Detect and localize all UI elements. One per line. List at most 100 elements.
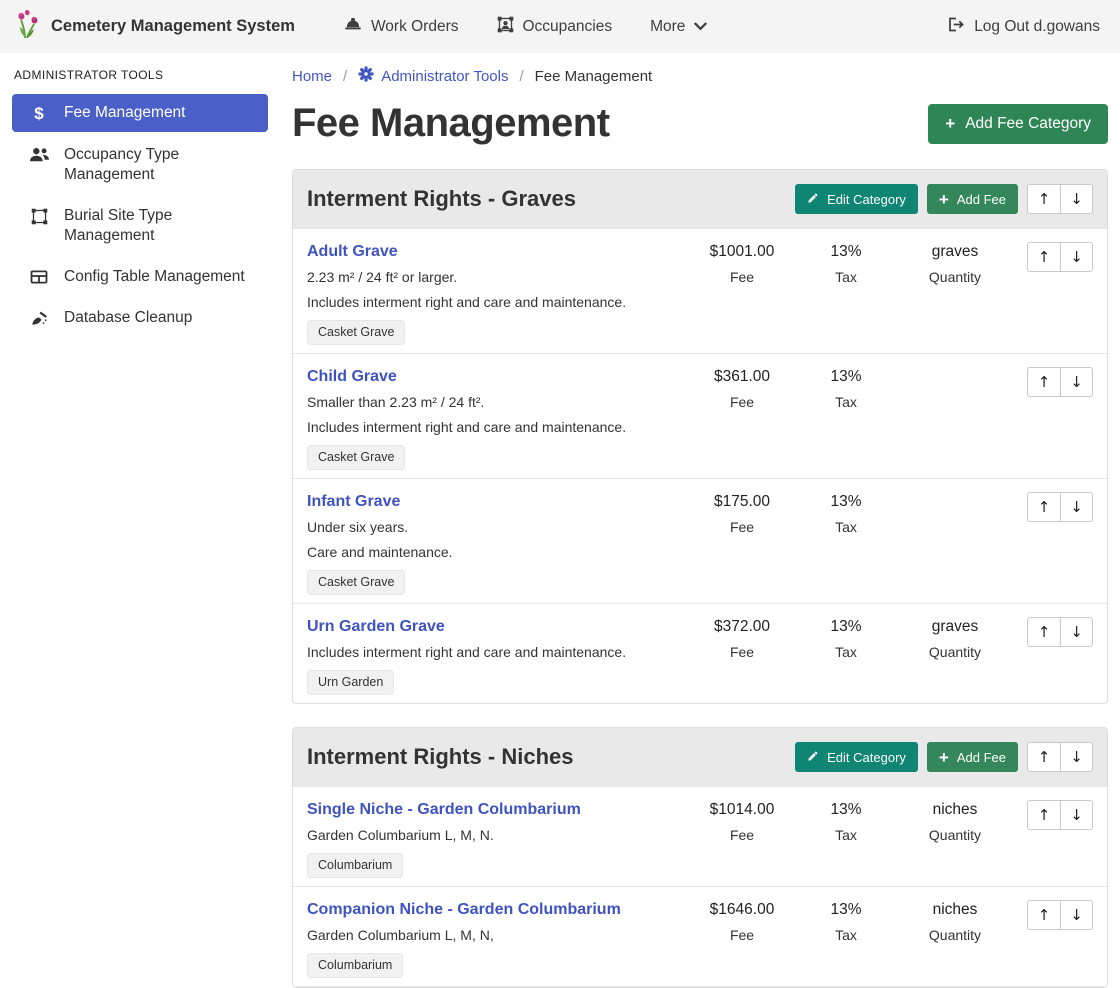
arrow-down-icon: ↓ <box>1070 373 1083 391</box>
add-fee-label: Add Fee <box>956 191 1006 207</box>
move-fee-down-button[interactable]: ↓ <box>1060 900 1093 930</box>
fee-name-link[interactable]: Single Niche - Garden Columbarium <box>307 801 581 818</box>
fee-name-link[interactable]: Child Grave <box>307 368 397 385</box>
arrow-up-icon: ↑ <box>1037 248 1051 266</box>
sidebar-item-label: Burial Site Type Management <box>64 207 173 244</box>
fee-tax-label: Tax <box>835 519 857 535</box>
move-fee-up-button[interactable]: ↑ <box>1027 242 1060 272</box>
edit-category-button[interactable]: Edit Category <box>795 184 918 214</box>
fee-info: Single Niche - Garden Columbarium Garden… <box>307 800 687 878</box>
nav-more-dropdown[interactable]: More <box>650 18 708 36</box>
fee-info: Adult Grave 2.23 m² / 24 ft² or larger. … <box>307 242 687 345</box>
breadcrumb-admin-tools-label: Administrator Tools <box>381 67 509 85</box>
arrow-down-icon: ↓ <box>1070 748 1083 766</box>
fee-info: Companion Niche - Garden Columbarium Gar… <box>307 900 687 978</box>
category-title: Interment Rights - Niches <box>307 744 574 769</box>
fee-amount: $372.00 <box>713 618 771 635</box>
move-fee-up-button[interactable]: ↑ <box>1027 900 1060 930</box>
fee-info: Child Grave Smaller than 2.23 m² / 24 ft… <box>307 367 687 470</box>
move-category-up-button[interactable]: ↑ <box>1027 742 1060 772</box>
page-title: Fee Management <box>292 101 610 145</box>
category-reorder-group: ↑ ↓ <box>1027 742 1093 772</box>
gear-icon <box>358 66 374 86</box>
fee-name-link[interactable]: Urn Garden Grave <box>307 618 445 635</box>
fee-tax: 13% <box>830 801 862 818</box>
fee-tax: 13% <box>830 493 862 510</box>
nav-occupancies-label: Occupancies <box>522 17 613 35</box>
fee-row-companion-niche: Companion Niche - Garden Columbarium Gar… <box>293 886 1107 987</box>
move-fee-down-button[interactable]: ↓ <box>1060 242 1093 272</box>
fee-name-link[interactable]: Adult Grave <box>307 243 398 260</box>
breadcrumb-separator: / <box>519 67 524 85</box>
fee-amount-column: $1014.00 Fee <box>687 800 797 878</box>
sidebar-item-database-cleanup[interactable]: Database Cleanup <box>12 300 268 336</box>
fee-row-adult-grave: Adult Grave 2.23 m² / 24 ft² or larger. … <box>293 228 1107 353</box>
fee-quantity-column: niches Quantity <box>895 900 1015 978</box>
edit-category-label: Edit Category <box>827 749 906 765</box>
add-fee-category-button[interactable]: + Add Fee Category <box>928 103 1108 144</box>
fee-quantity-column: graves Quantity <box>895 617 1015 695</box>
move-category-up-button[interactable]: ↑ <box>1027 184 1060 214</box>
fee-quantity: graves <box>931 243 979 260</box>
nav-work-orders[interactable]: Work Orders <box>344 16 459 37</box>
fee-type-badge: Columbarium <box>307 953 404 978</box>
move-fee-up-button[interactable]: ↑ <box>1027 800 1060 830</box>
edit-category-label: Edit Category <box>827 191 906 207</box>
sidebar-item-fee-management[interactable]: $ Fee Management <box>12 94 268 132</box>
move-fee-up-button[interactable]: ↑ <box>1027 367 1060 397</box>
move-category-down-button[interactable]: ↓ <box>1060 742 1093 772</box>
page-title-row: Fee Management + Add Fee Category <box>292 101 1108 146</box>
add-fee-button[interactable]: + Add Fee <box>926 742 1018 772</box>
dollar-icon: $ <box>34 104 44 123</box>
people-icon <box>29 145 49 185</box>
arrow-down-icon: ↓ <box>1070 248 1083 266</box>
app-brand[interactable]: Cemetery Management System <box>16 9 295 44</box>
move-category-down-button[interactable]: ↓ <box>1060 184 1093 214</box>
fee-amount-label: Fee <box>729 394 755 410</box>
top-navbar: Cemetery Management System Work Orders O <box>0 0 1120 53</box>
breadcrumb-admin-tools-link[interactable]: Administrator Tools <box>358 66 508 86</box>
fee-reorder-group: ↑ ↓ <box>1027 367 1093 397</box>
edit-category-button[interactable]: Edit Category <box>795 742 918 772</box>
move-fee-up-button[interactable]: ↑ <box>1027 617 1060 647</box>
fee-description: Smaller than 2.23 m² / 24 ft². <box>307 394 485 410</box>
fee-name-link[interactable]: Companion Niche - Garden Columbarium <box>307 901 621 918</box>
move-fee-up-button[interactable]: ↑ <box>1027 492 1060 522</box>
logout-button[interactable]: Log Out d.gowans <box>947 16 1100 38</box>
fee-tax: 13% <box>830 901 862 918</box>
move-fee-down-button[interactable]: ↓ <box>1060 367 1093 397</box>
move-fee-down-button[interactable]: ↓ <box>1060 492 1093 522</box>
fee-quantity: graves <box>931 618 979 635</box>
fee-tax: 13% <box>830 243 862 260</box>
nav-occupancies[interactable]: Occupancies <box>497 16 613 38</box>
fee-reorder-group: ↑ ↓ <box>1027 800 1093 830</box>
fee-description: Includes interment right and care and ma… <box>307 419 627 435</box>
fee-amount-column: $361.00 Fee <box>687 367 797 470</box>
arrow-up-icon: ↑ <box>1037 806 1051 824</box>
sidebar-item-config-table[interactable]: Config Table Management <box>12 259 268 295</box>
fee-tax-label: Tax <box>835 394 857 410</box>
sidebar-item-occupancy-type[interactable]: Occupancy Type Management <box>12 137 268 193</box>
move-fee-down-button[interactable]: ↓ <box>1060 800 1093 830</box>
arrow-up-icon: ↑ <box>1037 373 1051 391</box>
breadcrumb-home-link[interactable]: Home <box>292 67 333 85</box>
fee-type-badge: Urn Garden <box>307 670 395 695</box>
sidebar-item-burial-site-type[interactable]: Burial Site Type Management <box>12 198 268 254</box>
fee-reorder-group: ↑ ↓ <box>1027 492 1093 522</box>
arrow-down-icon: ↓ <box>1070 806 1083 824</box>
move-fee-down-button[interactable]: ↓ <box>1060 617 1093 647</box>
fee-tax-label: Tax <box>835 269 857 285</box>
add-fee-button[interactable]: + Add Fee <box>926 184 1018 214</box>
sidebar-item-label: Config Table Management <box>64 268 245 285</box>
arrow-up-icon: ↑ <box>1037 748 1051 766</box>
fee-quantity-column: niches Quantity <box>895 800 1015 878</box>
fee-info: Urn Garden Grave Includes interment righ… <box>307 617 687 695</box>
plus-icon: + <box>945 114 956 133</box>
fee-amount-column: $175.00 Fee <box>687 492 797 595</box>
breadcrumb: Home / Administrator Tools / Fee Managem… <box>292 66 1108 86</box>
fee-tax-column: 13% Tax <box>797 800 895 878</box>
fee-name-link[interactable]: Infant Grave <box>307 493 401 510</box>
fee-description: Garden Columbarium L, M, N. <box>307 827 494 843</box>
category-header: Interment Rights - Graves Edit Category … <box>293 170 1107 228</box>
fee-description: Care and maintenance. <box>307 544 453 560</box>
